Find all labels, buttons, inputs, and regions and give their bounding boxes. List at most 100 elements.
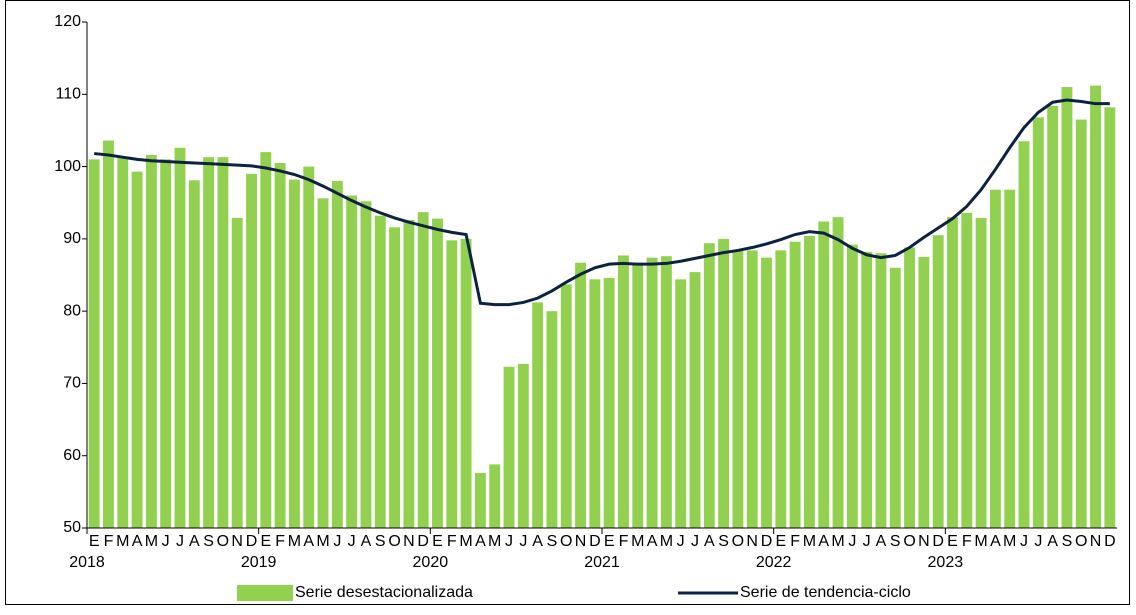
bar — [489, 464, 501, 528]
bar — [346, 195, 358, 528]
bar — [1090, 85, 1101, 529]
x-tick-label: S — [1062, 533, 1073, 550]
x-tick-label: A — [704, 533, 715, 550]
bar — [432, 218, 443, 529]
x-tick-label: D — [246, 533, 258, 550]
x-tick-label: F — [962, 533, 972, 550]
x-tick-label: F — [790, 533, 800, 550]
x-tick-label: S — [890, 533, 901, 550]
y-tick-label: 60 — [63, 447, 81, 464]
x-tick-label: M — [145, 533, 158, 550]
bar — [260, 152, 272, 528]
x-tick-label: S — [203, 533, 214, 550]
x-tick-label: F — [447, 533, 457, 550]
bar — [1061, 87, 1073, 529]
x-tick-label: M — [660, 533, 673, 550]
bar — [789, 241, 801, 528]
x-tick-label: S — [718, 533, 729, 550]
bar — [746, 250, 758, 528]
bar — [618, 255, 629, 529]
x-tick-label: A — [647, 533, 658, 550]
bar — [603, 277, 615, 528]
bar — [517, 363, 529, 528]
x-tick-label: A — [818, 533, 829, 550]
x-tick-label: N — [918, 533, 930, 550]
trend-line — [94, 98, 1110, 307]
year-label: 2021 — [584, 554, 620, 571]
bar — [975, 217, 987, 528]
x-tick-label: M — [803, 533, 816, 550]
x-tick-label: A — [990, 533, 1001, 550]
bar — [288, 179, 300, 528]
bar — [989, 189, 1001, 528]
x-tick-label: D — [932, 533, 944, 550]
legend-label: Serie desestacionalizada — [295, 584, 473, 601]
x-tick-label: O — [1075, 533, 1087, 550]
x-tick-label: A — [189, 533, 200, 550]
bar — [718, 238, 730, 528]
x-tick-label: N — [575, 533, 587, 550]
x-tick-label: M — [116, 533, 129, 550]
x-tick-label: D — [417, 533, 429, 550]
x-tick-label: F — [619, 533, 629, 550]
bar — [303, 166, 315, 529]
x-tick-label: O — [560, 533, 572, 550]
bar — [188, 180, 200, 528]
x-tick-label: E — [432, 533, 443, 550]
bar — [360, 201, 372, 529]
x-tick-label: J — [505, 533, 513, 550]
bar — [246, 173, 257, 529]
year-label: 2022 — [756, 554, 792, 571]
x-tick-label: D — [589, 533, 601, 550]
bar — [961, 212, 973, 528]
bar — [1004, 189, 1016, 528]
bar — [331, 181, 343, 528]
bar — [389, 227, 401, 528]
bar — [88, 159, 100, 529]
bar — [1032, 117, 1044, 528]
x-tick-label: E — [89, 533, 100, 550]
legend-label: Serie de tendencia-ciclo — [740, 584, 911, 601]
x-tick-label: J — [691, 533, 699, 550]
bar — [532, 302, 544, 528]
x-tick-label: A — [132, 533, 143, 550]
x-tick-label: D — [761, 533, 773, 550]
bar — [403, 220, 415, 528]
x-tick-label: E — [947, 533, 958, 550]
bar — [832, 217, 844, 528]
x-tick-label: D — [1104, 533, 1116, 550]
bar — [703, 243, 715, 529]
legend-swatch — [237, 585, 293, 601]
bar — [117, 157, 129, 528]
y-tick-label: 110 — [55, 86, 81, 103]
x-tick-label: N — [231, 533, 243, 550]
bar — [646, 257, 658, 528]
bar — [417, 212, 429, 528]
x-tick-label: A — [303, 533, 314, 550]
x-tick-label: M — [288, 533, 301, 550]
bar — [632, 263, 644, 528]
x-tick-label: J — [1034, 533, 1042, 550]
bar — [589, 279, 601, 528]
y-tick-label: 50 — [63, 519, 81, 536]
year-label: 2020 — [413, 554, 449, 571]
x-tick-label: M — [459, 533, 472, 550]
bar — [231, 217, 243, 528]
bar — [174, 147, 186, 528]
x-tick-label: J — [863, 533, 871, 550]
x-tick-label: E — [260, 533, 271, 550]
x-tick-label: J — [677, 533, 685, 550]
x-tick-label: O — [732, 533, 744, 550]
x-tick-label: O — [903, 533, 915, 550]
bar — [560, 284, 572, 528]
x-tick-label: F — [104, 533, 114, 550]
bar — [904, 247, 916, 528]
bar — [374, 215, 386, 528]
x-tick-label: J — [162, 533, 170, 550]
bar — [889, 267, 901, 528]
bar — [160, 159, 172, 529]
bar — [947, 217, 958, 528]
x-tick-label: J — [333, 533, 341, 550]
x-tick-label: J — [848, 533, 856, 550]
